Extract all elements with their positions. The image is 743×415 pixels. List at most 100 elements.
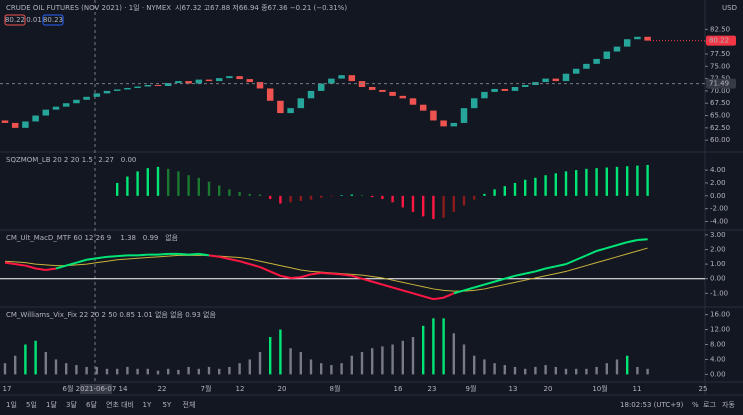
x-tick-label: 17	[3, 385, 12, 393]
macd-segment	[229, 258, 240, 263]
vix-bar	[105, 368, 109, 375]
crosshair-date: 2021-06-07	[76, 385, 117, 393]
macd-segment	[86, 257, 97, 261]
candle	[134, 86, 141, 88]
x-tick-label: 22	[158, 385, 167, 393]
macd-segment	[412, 292, 424, 298]
vix-bar	[309, 359, 313, 375]
candle	[52, 106, 60, 110]
vix-bar	[218, 368, 221, 375]
percent-toggle[interactable]: %	[692, 401, 699, 409]
spread: 0.01	[26, 16, 42, 24]
momentum-bar	[391, 195, 394, 203]
momentum-bar	[258, 194, 262, 196]
momentum-bar	[320, 195, 323, 198]
candle	[450, 122, 458, 127]
momentum-bar	[248, 193, 251, 196]
range-button[interactable]: 연초 대비	[106, 400, 134, 409]
momentum-bar	[340, 195, 343, 196]
momentum-bar	[136, 171, 139, 196]
range-button[interactable]: 5Y	[163, 401, 172, 409]
range-button[interactable]: 1Y	[143, 401, 152, 409]
indicator-readout: 1.38	[120, 234, 136, 242]
candle	[542, 78, 549, 83]
vix-bar	[524, 368, 527, 375]
macd-segment	[178, 252, 189, 256]
candle	[328, 78, 335, 84]
y-tick-label: 65.00	[710, 112, 730, 120]
momentum-bar	[167, 168, 170, 196]
vix-bar	[422, 325, 425, 375]
momentum-bar	[279, 195, 282, 204]
vix-bar	[350, 355, 353, 375]
x-tick-label: 20	[278, 385, 287, 393]
candle	[348, 75, 356, 82]
vix-bar	[14, 355, 17, 375]
macd-segment	[259, 266, 271, 273]
momentum-bar	[534, 177, 537, 196]
macd-segment	[55, 264, 67, 270]
momentum-bar	[524, 179, 527, 196]
vix-bar	[381, 346, 384, 375]
vix-bar	[269, 337, 272, 375]
indicator-title: CM_Ult_MacD_MTF 60 12 26 9	[6, 234, 111, 242]
macd-segment	[208, 254, 220, 258]
vix-bar	[575, 368, 578, 375]
range-button[interactable]: 1달	[46, 401, 57, 409]
log-toggle[interactable]: 로그	[703, 401, 716, 409]
macd-segment	[616, 241, 628, 247]
x-tick-label: 7월	[201, 384, 212, 393]
candle	[175, 81, 182, 84]
momentum-bar	[309, 195, 313, 200]
momentum-bar	[626, 166, 629, 196]
x-tick-label: 10월	[592, 384, 607, 393]
candle	[419, 104, 427, 111]
macd-segment	[65, 261, 77, 267]
currency: USD	[722, 4, 737, 12]
range-button[interactable]: 3달	[66, 401, 77, 409]
macd-segment	[545, 265, 557, 270]
sell-price[interactable]: 80.22	[5, 16, 25, 24]
range-button[interactable]: 1일	[6, 400, 17, 409]
vix-bar	[248, 359, 251, 375]
candle	[22, 121, 29, 128]
momentum-bar	[432, 195, 435, 219]
momentum-bar	[401, 195, 404, 208]
x-tick-label: 9월	[466, 384, 477, 393]
crosshair-date-box	[80, 384, 112, 394]
buy-box[interactable]	[42, 14, 64, 26]
macd-segment	[280, 274, 291, 279]
macd-segment	[25, 264, 36, 270]
vix-bar	[371, 348, 374, 375]
macd-segment	[249, 263, 261, 269]
x-tick-label: 20	[544, 385, 553, 393]
vix-bar	[24, 344, 27, 375]
vix-bar	[34, 340, 37, 375]
momentum-bar	[207, 181, 211, 196]
range-button[interactable]: 5일	[26, 400, 37, 409]
momentum-bar	[228, 189, 231, 196]
sell-box[interactable]	[4, 14, 26, 26]
momentum-bar	[442, 195, 445, 218]
macd-segment	[269, 270, 281, 277]
candle	[103, 90, 111, 94]
vix-bar	[544, 365, 547, 375]
vix-bar	[330, 365, 333, 375]
vix-bar	[238, 363, 241, 375]
auto-toggle[interactable]: 자동	[722, 400, 735, 409]
momentum-bar	[177, 171, 180, 196]
buy-price[interactable]: 80.23	[43, 16, 63, 24]
macd-segment	[45, 267, 57, 271]
range-button[interactable]: 6달	[86, 401, 97, 409]
y-tick-label: -2.00	[710, 205, 728, 213]
macd-segment	[76, 258, 87, 264]
y-tick-label: 1.00	[710, 260, 726, 268]
macd-segment	[290, 276, 301, 279]
vix-bar	[85, 366, 88, 375]
vix-bar	[258, 351, 262, 375]
candle	[572, 68, 580, 74]
y-tick-label: -4.00	[710, 218, 728, 226]
price-badge	[706, 78, 736, 89]
range-button[interactable]: 전체	[183, 400, 196, 409]
